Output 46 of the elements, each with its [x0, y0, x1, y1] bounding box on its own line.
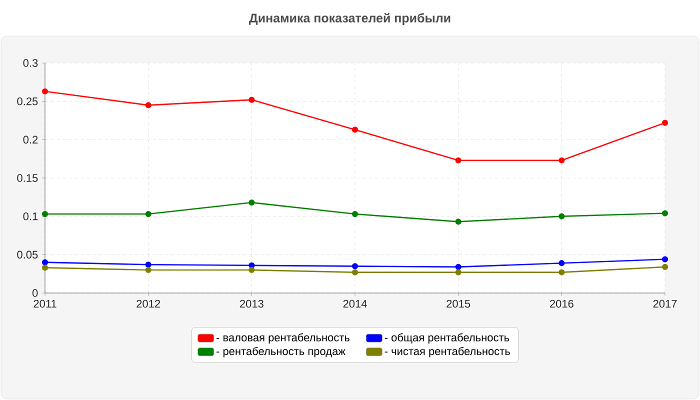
y-tick-label: 0.05: [17, 250, 38, 259]
y-tick-label: 0: [32, 289, 38, 297]
point: [662, 256, 668, 262]
x-tick-label: 2012: [136, 300, 160, 308]
point: [145, 266, 152, 274]
x-tick-label: 2014: [343, 300, 367, 308]
x-tick-label: 2017: [653, 300, 677, 308]
y-tick-label: 0.15: [17, 174, 38, 182]
point: [145, 210, 152, 218]
legend-label: - чистая рентабельность: [384, 346, 510, 358]
point: [145, 102, 152, 108]
point: [352, 263, 358, 270]
point: [42, 259, 48, 266]
point: [352, 210, 358, 218]
point: [558, 213, 565, 220]
chart-title: Динамика показателей прибыли: [249, 13, 450, 25]
point: [662, 210, 668, 216]
point: [248, 199, 255, 206]
legend-label: - рентабельность продаж: [216, 346, 346, 358]
x-tick-label: 2011: [34, 300, 56, 308]
x-tick-label: 2013: [240, 300, 264, 308]
point: [558, 260, 565, 266]
y-tick-label: 0.25: [17, 97, 38, 106]
point: [455, 264, 462, 270]
point: [455, 157, 462, 164]
point: [248, 266, 255, 274]
x-tick-label: 2016: [550, 300, 574, 308]
point: [352, 269, 358, 276]
point: [455, 218, 462, 225]
legend-label: - валовая рентабельность: [216, 333, 350, 344]
point: [42, 88, 48, 94]
legend-label: - общая рентабельность: [384, 333, 510, 344]
y-tick-label: 0.2: [23, 136, 38, 144]
point: [42, 210, 48, 218]
point: [145, 262, 152, 268]
point: [558, 157, 565, 164]
y-tick-label: 0.1: [23, 212, 38, 220]
point: [352, 126, 358, 133]
point: [662, 264, 668, 270]
point: [662, 120, 668, 126]
point: [248, 96, 255, 103]
point: [455, 269, 462, 276]
y-tick-label: 0.3: [23, 59, 38, 67]
point: [42, 264, 48, 271]
point: [558, 269, 565, 276]
x-tick-label: 2015: [446, 300, 470, 308]
